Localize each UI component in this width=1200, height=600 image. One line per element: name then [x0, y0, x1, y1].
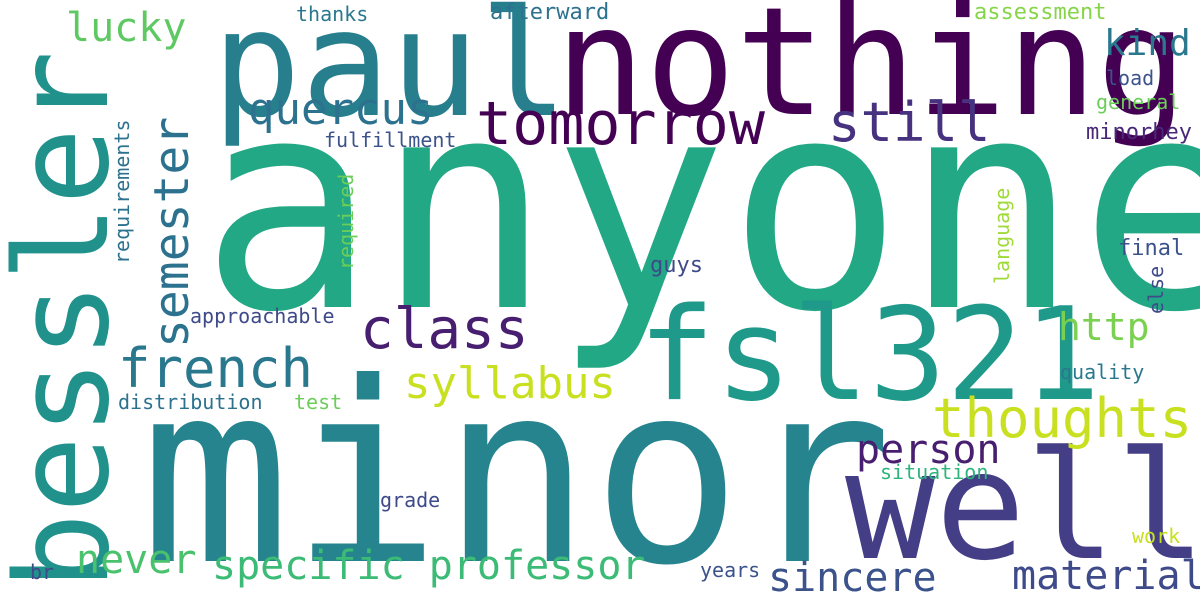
- word-bessler: bessler: [0, 50, 138, 590]
- word-person: person: [856, 427, 1001, 473]
- word-anyone: anyone: [200, 36, 1200, 376]
- word-kind: kind: [1104, 23, 1191, 64]
- word-quality: quality: [1060, 360, 1145, 384]
- word-thanks: thanks: [296, 2, 369, 26]
- word-load: load: [1106, 66, 1155, 90]
- word-minorhey: minorhey: [1086, 120, 1192, 145]
- word-never: never: [76, 537, 197, 583]
- word-general: general: [1096, 90, 1181, 114]
- word-well: well: [845, 420, 1200, 594]
- word-situation: situation: [880, 460, 989, 484]
- word-grade: grade: [380, 488, 441, 512]
- word-required: required: [334, 173, 358, 270]
- word-assessment: assessment: [974, 0, 1107, 25]
- word-specific-professor: specific professor: [212, 546, 646, 586]
- word-language: language: [990, 187, 1014, 284]
- word-quercus: quercus: [248, 84, 434, 135]
- word-minor: minor: [140, 329, 893, 600]
- word-final: final: [1118, 236, 1185, 261]
- word-else: else: [1144, 265, 1168, 314]
- word-http: http: [1058, 305, 1150, 349]
- word-sincere: sincere: [768, 555, 937, 600]
- word-syllabus: syllabus: [404, 358, 616, 409]
- word-afterward: afterward: [490, 0, 610, 25]
- word-professor: professor: [428, 543, 646, 589]
- word-class: class: [360, 297, 529, 362]
- word-work: work: [1132, 524, 1181, 548]
- word-requirements: requirements: [110, 119, 134, 265]
- word-specific: specific: [212, 543, 405, 589]
- word-nothing: nothing: [555, 0, 1188, 150]
- word-still: still: [828, 91, 991, 154]
- word-years: years: [700, 558, 761, 582]
- word-material: material: [1012, 553, 1200, 599]
- word-fulfillment: fulfillment: [324, 128, 457, 152]
- word-paul: paul: [212, 0, 569, 150]
- word-test: test: [294, 390, 343, 414]
- word-distribution: distribution: [118, 390, 263, 414]
- word-fsl321: fsl321: [638, 281, 1101, 430]
- word-br: br: [30, 560, 55, 584]
- word-semester: semester: [144, 116, 200, 348]
- word-lucky: lucky: [66, 5, 187, 51]
- word-french: french: [118, 337, 314, 400]
- word-thoughts: thoughts: [932, 387, 1193, 450]
- word-approachable: approachable: [190, 304, 335, 328]
- word-guys: guys: [650, 253, 703, 278]
- word-tomorrow: tomorrow: [476, 89, 765, 159]
